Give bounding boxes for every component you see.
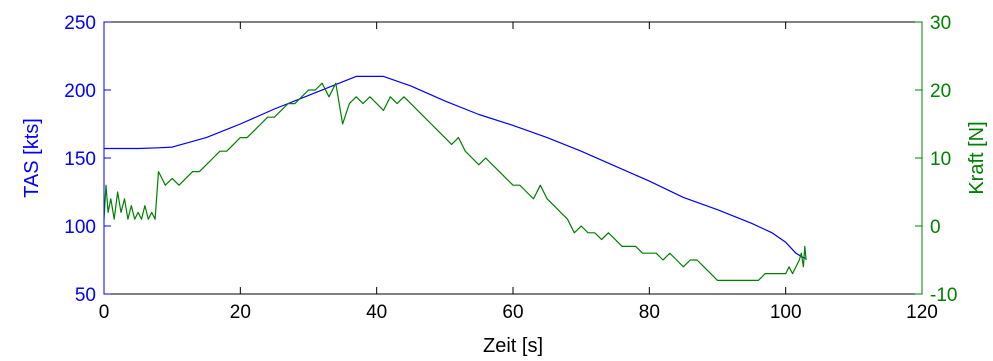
left-y-axis-label: TAS [kts] — [21, 118, 43, 198]
right-y-tick-label: 30 — [930, 13, 951, 34]
left-y-tick-label: 200 — [64, 81, 96, 102]
x-tick-label: 60 — [502, 302, 523, 323]
x-axis-label: Zeit [s] — [483, 335, 543, 357]
right-y-tick-label: 0 — [930, 217, 941, 238]
left-y-tick-label: 150 — [64, 149, 96, 170]
right-y-tick-label: -10 — [930, 285, 957, 306]
x-tick-label: 0 — [99, 302, 110, 323]
x-tick-label: 120 — [906, 302, 938, 323]
series-layer — [103, 75, 807, 281]
left-y-tick-label: 250 — [64, 13, 96, 34]
x-tick-label: 40 — [366, 302, 387, 323]
tas-series-line — [104, 75, 807, 260]
right-y-tick-label: 20 — [930, 81, 951, 102]
x-tick-label: 80 — [639, 302, 660, 323]
plot-frame — [103, 21, 923, 295]
kraft-series-line — [103, 82, 807, 281]
right-y-tick-label: 10 — [930, 149, 951, 170]
left-y-tick-label: 100 — [64, 217, 96, 238]
x-tick-label: 20 — [230, 302, 251, 323]
left-y-tick-label: 50 — [75, 285, 96, 306]
right-y-axis-label: Kraft [N] — [966, 121, 988, 194]
axis-layer: 0 20 40 60 80 100 120 50 100 150 200 250 -10 0 10 20 30 — [64, 13, 957, 323]
x-tick-label: 100 — [770, 302, 802, 323]
